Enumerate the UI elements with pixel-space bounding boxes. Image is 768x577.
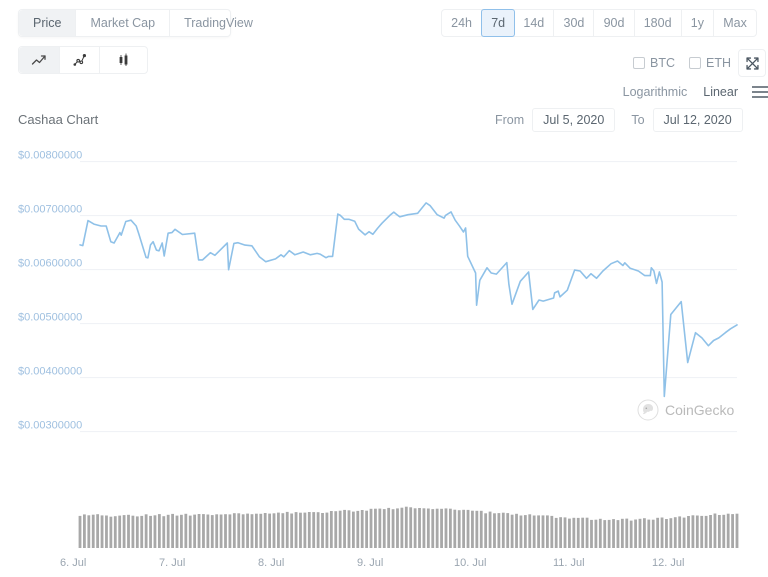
svg-text:$0.00600000: $0.00600000 (18, 258, 82, 270)
svg-text:$0.00500000: $0.00500000 (18, 312, 82, 324)
svg-text:$0.00700000: $0.00700000 (18, 204, 82, 216)
svg-text:$0.00300000: $0.00300000 (18, 420, 82, 432)
svg-text:$0.00800000: $0.00800000 (18, 150, 82, 162)
svg-text:$0.00400000: $0.00400000 (18, 366, 82, 378)
